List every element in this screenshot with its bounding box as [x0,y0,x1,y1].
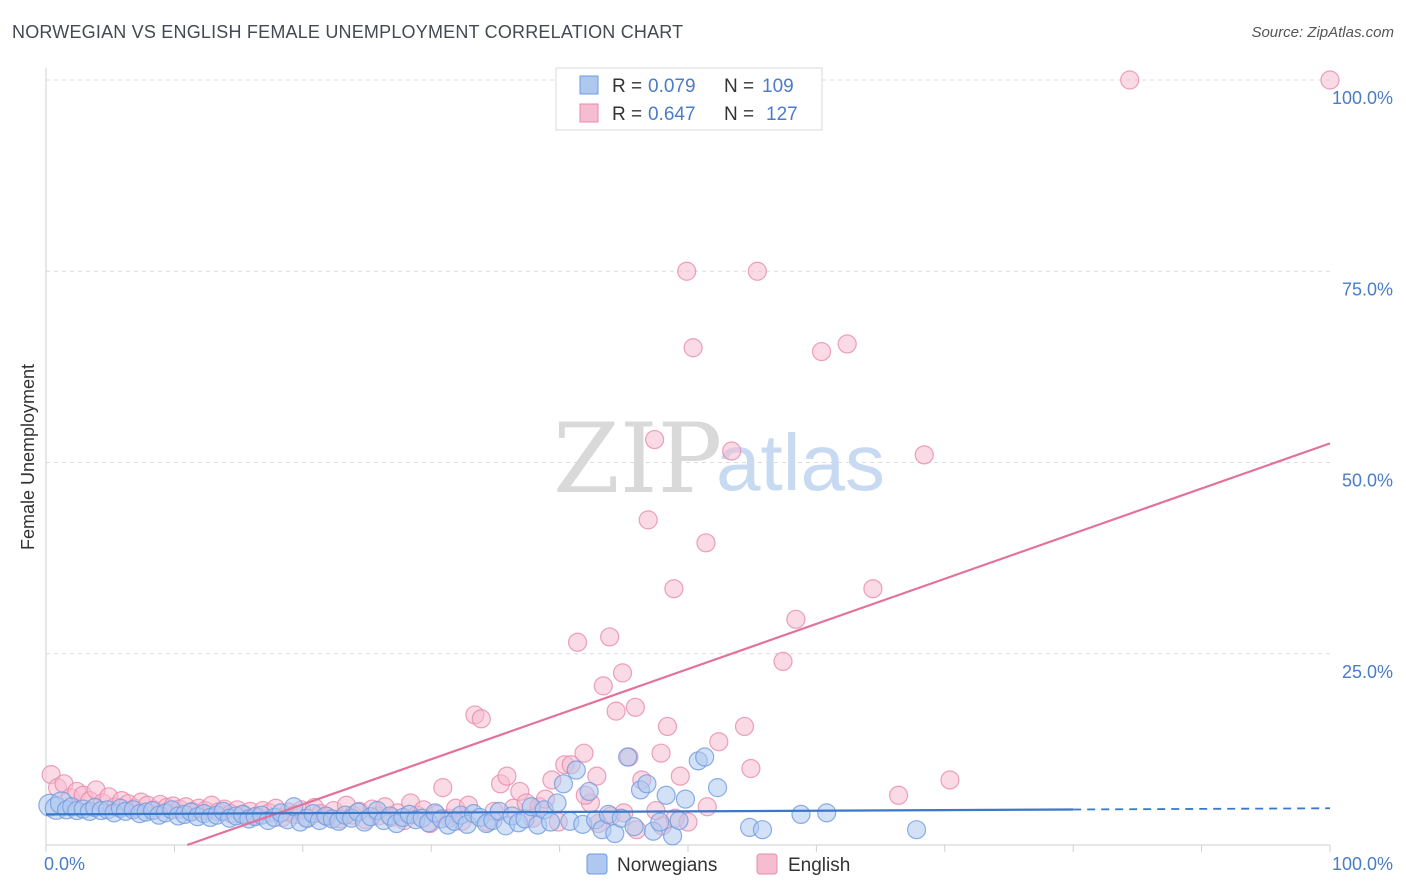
norwegian-point [547,793,567,813]
legend-swatch-norwegians [579,75,599,95]
norwegian-point [817,803,837,823]
english-point [497,766,517,786]
english-point [837,334,857,354]
english-point [697,797,717,817]
english-point [677,261,697,281]
y-tick-label: 25.0% [1342,662,1393,682]
axes [45,68,1331,852]
y-tick-label: 100.0% [1332,88,1393,108]
norwegian-point [675,789,696,809]
english-point [747,261,767,281]
legend-r-value: 0.647 [648,104,696,125]
legend-r-label: R = [612,76,642,97]
legend-r-value: 0.079 [648,76,696,97]
legend-top: R = 0.079 N = 109 R = 0.647 N = 127 [555,67,823,131]
x-tick-labels: 0.0% 100.0% [44,854,1393,874]
english-point [696,533,716,553]
norwegian-point [669,810,689,831]
legend-n-label: N = [724,76,754,97]
legend-label-english: English [788,855,850,876]
y-tick-label: 75.0% [1342,279,1393,299]
legend-box [555,67,823,131]
english-point [471,709,491,729]
norwegian-point [656,785,676,805]
norwegian-trend-extension [1073,807,1331,811]
english-point [1120,70,1140,90]
legend-n-value: 127 [766,104,798,125]
english-point [940,770,960,790]
y-axis-label: Female Unemployment [18,364,38,550]
legend-swatch-norwegians [586,853,608,875]
norwegian-point [637,774,657,794]
norwegian-points [38,747,927,846]
legend-label-norwegians: Norwegians [617,855,717,876]
norwegian-point [791,804,811,825]
english-point [683,338,703,358]
english-point [433,778,453,798]
norwegian-point [579,781,599,802]
legend-swatch-english [756,853,778,875]
chart-title: NORWEGIAN VS ENGLISH FEMALE UNEMPLOYMENT… [12,22,684,42]
norwegian-point [566,760,586,780]
english-point [651,743,671,763]
norwegian-point [541,812,561,832]
y-tick-labels: 100.0% 75.0% 50.0% 25.0% [1332,88,1393,682]
norwegian-point [624,817,644,837]
english-point [863,579,883,599]
english-point [593,676,613,696]
norwegian-point [707,778,728,798]
english-point [734,716,755,737]
norwegian-point [553,774,574,794]
english-point [709,732,729,752]
english-point [657,716,678,737]
legend-r-label: R = [612,104,642,125]
norwegian-point [650,812,670,832]
english-point [567,632,588,652]
legend-bottom: Norwegians English [586,853,850,876]
english-point [587,766,607,786]
norwegian-trend-line [45,808,1074,816]
trend-lines [45,442,1331,847]
english-point [638,510,658,530]
legend-n-label: N = [724,104,754,125]
norwegian-point [906,820,927,840]
english-point [741,758,761,779]
english-point [612,663,633,683]
watermark-zip: ZIP [553,403,722,515]
watermark: ZIP atlas [553,403,885,515]
grid-lines [46,79,1330,655]
english-point [600,627,620,647]
legend-n-value: 109 [762,76,794,97]
english-point [664,579,684,599]
y-tick-label: 50.0% [1342,471,1393,491]
english-point [645,429,665,450]
legend-swatch-english [579,103,599,123]
english-point [574,743,594,763]
english-point [625,697,645,717]
watermark-atlas: atlas [716,418,885,507]
english-point [606,701,626,721]
english-point [786,609,806,629]
x-tick-label: 100.0% [1332,854,1393,874]
x-tick-label: 0.0% [44,854,85,874]
english-point [1320,70,1340,90]
english-point [888,785,909,805]
norwegian-point [695,747,715,767]
english-point [914,445,934,465]
norwegian-point [752,820,773,840]
english-point [773,651,793,672]
english-point [722,441,742,461]
norwegian-point [618,747,638,767]
english-point [811,341,832,362]
source-label: Source: ZipAtlas.com [1251,24,1394,41]
english-point [670,766,690,786]
english-trend-line [186,442,1331,847]
